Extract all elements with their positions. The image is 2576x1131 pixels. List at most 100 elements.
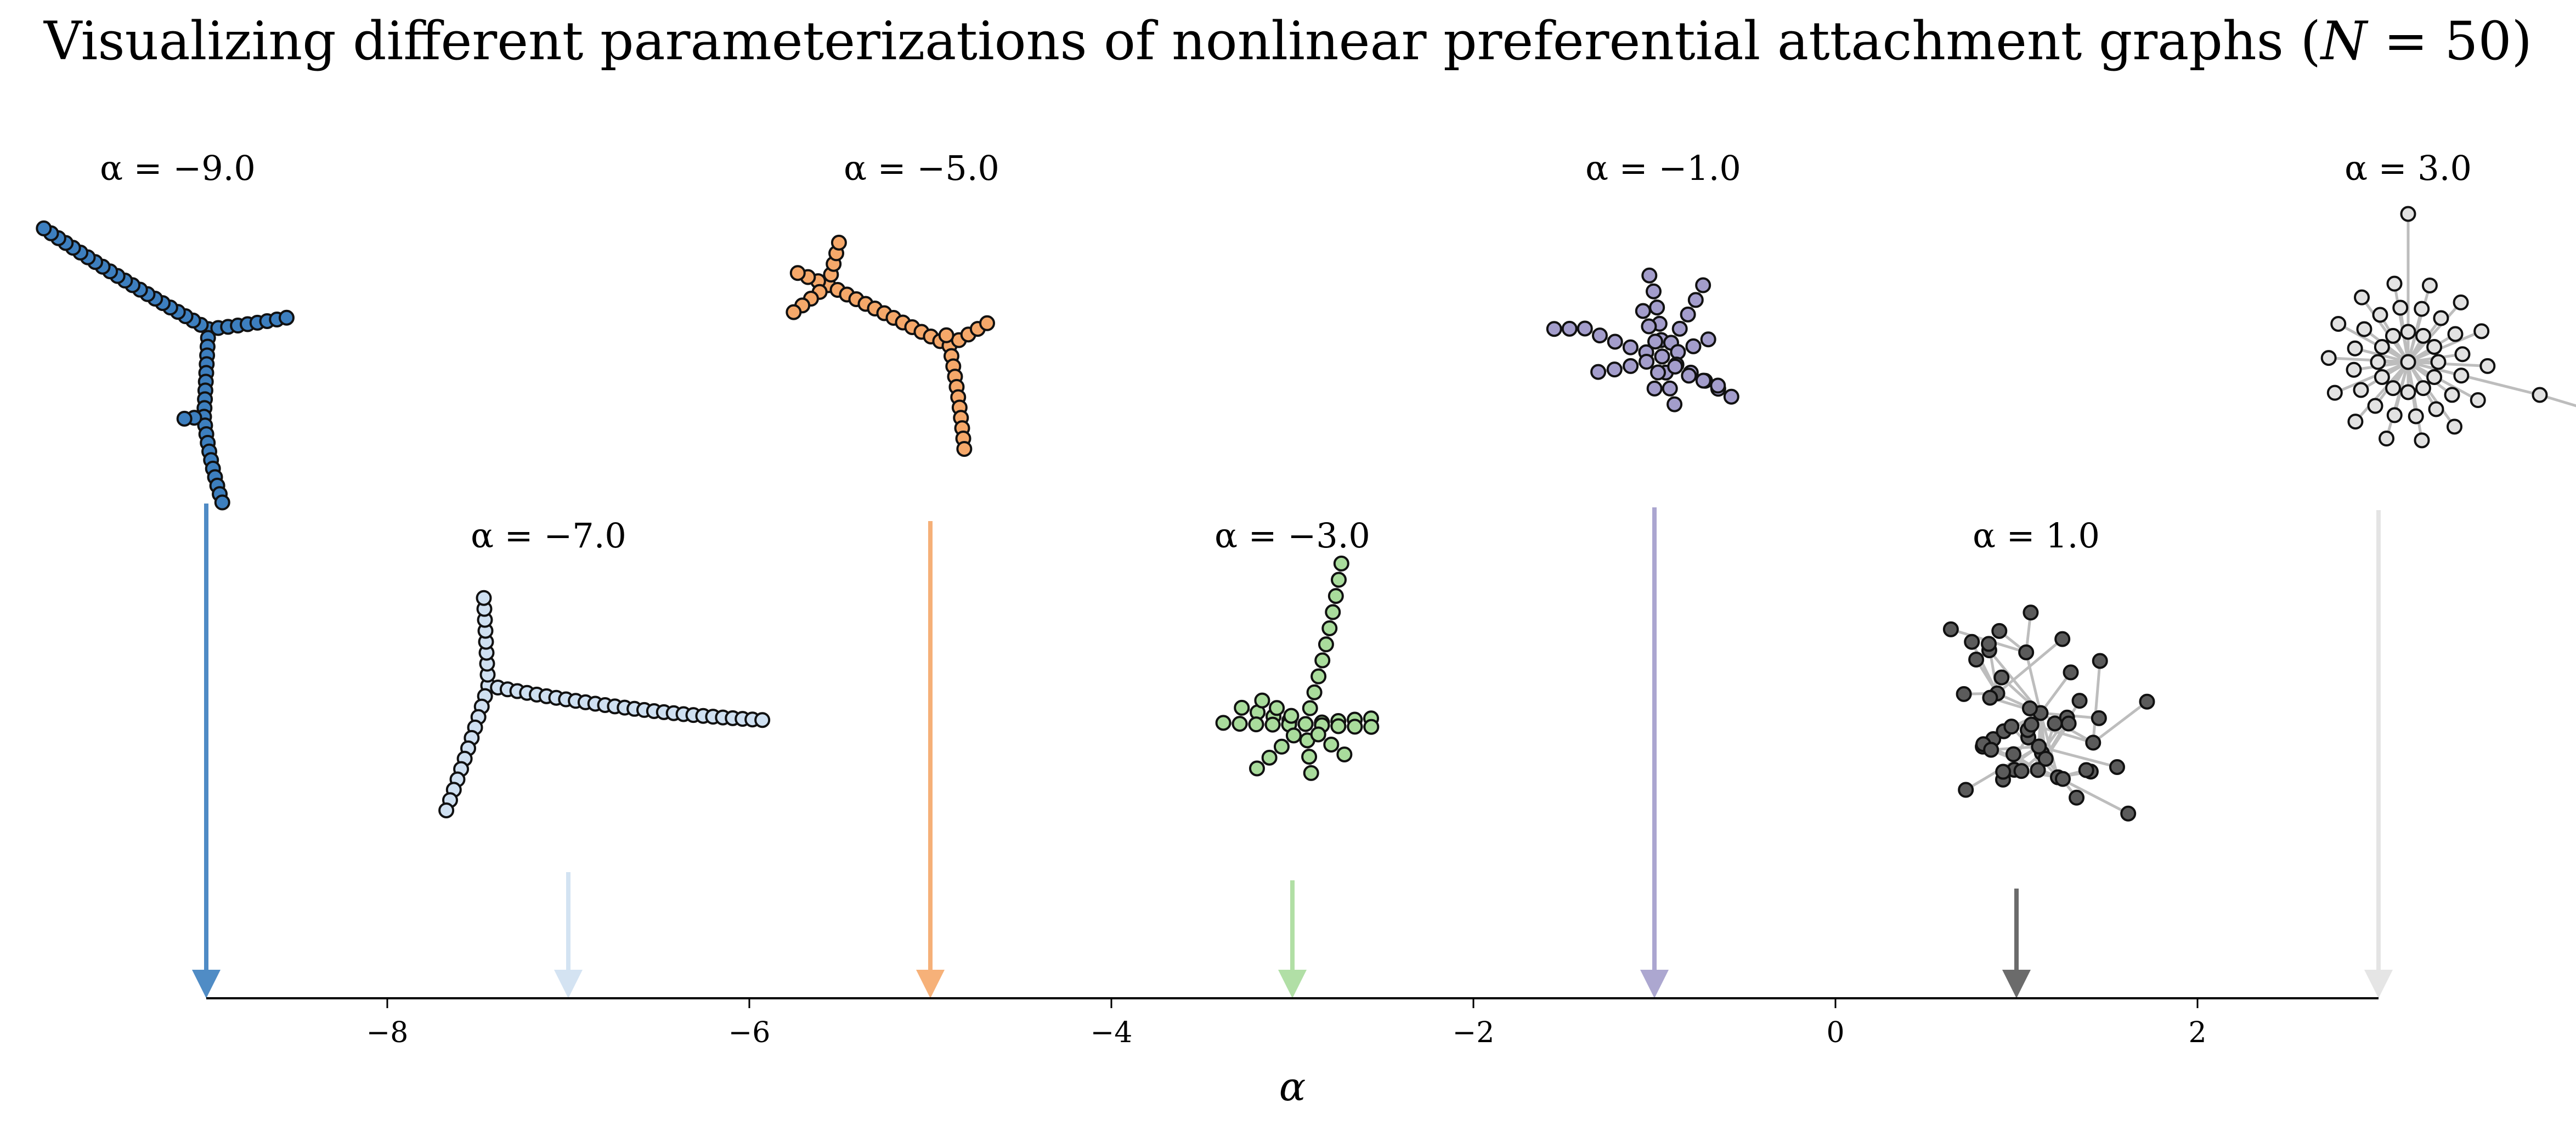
graph-node (1964, 634, 1980, 650)
graph-node (1662, 380, 1678, 397)
graph-edge (2408, 360, 2488, 367)
figure-title: Visualizing different parameterizations … (43, 10, 2532, 72)
arrow-head (554, 970, 583, 998)
tick-label: −6 (728, 1016, 771, 1049)
graph-edge (2539, 393, 2576, 408)
graph-node (2385, 327, 2401, 344)
graph-node (1590, 364, 1607, 380)
graph-node (2386, 407, 2403, 423)
graph-node (1983, 742, 1999, 758)
graph-nodes (1215, 555, 1380, 781)
graph-node (2356, 321, 2372, 337)
graph-node (1249, 760, 1265, 777)
graph-node (979, 315, 996, 331)
graph-node (2120, 805, 2137, 822)
graph-node (1215, 715, 1231, 731)
panel-label: α = −5.0 (844, 148, 999, 188)
graph-node (1546, 321, 1562, 337)
panel-label: α = −9.0 (100, 148, 256, 188)
graph-node (1981, 636, 1997, 652)
panel-alpha-3: α = 3.0 (2320, 148, 2576, 998)
alpha-axis: −8 −6 −4 −2 0 2 α (206, 997, 2379, 1110)
graph-node (2421, 277, 2438, 293)
graph-node (938, 327, 954, 343)
graph-node (1310, 668, 1327, 685)
panel-label: α = 1.0 (1973, 516, 2100, 556)
graph-node (1323, 736, 1340, 753)
graph-edge (2407, 360, 2479, 401)
graph-node (2400, 206, 2416, 222)
graph-node (1681, 367, 1697, 384)
graph-node (2392, 299, 2409, 316)
graph-node (2447, 326, 2464, 342)
graph-node (2453, 294, 2469, 310)
graph-node (214, 494, 230, 511)
panel-label: α = −1.0 (1585, 148, 1741, 188)
graph-node (1347, 719, 1363, 735)
graph-edges (1950, 612, 2148, 815)
graph-node (1680, 306, 1696, 323)
graph-node (2330, 315, 2347, 332)
panel-alpha-neg3: α = −3.0 (1214, 516, 1380, 998)
graph-node (2374, 369, 2390, 385)
graph-node (2414, 301, 2430, 317)
graph-node (1606, 361, 1623, 378)
graph-edge (2039, 671, 2072, 714)
tick-label: −4 (1091, 1016, 1133, 1049)
graph-nodes (2320, 206, 2548, 449)
graph-node (2021, 700, 2038, 716)
graph-node (1318, 636, 1334, 653)
graph-node (1231, 716, 1248, 732)
graph-nodes (438, 590, 771, 818)
graph-edge (2393, 283, 2410, 363)
graph-node (2415, 327, 2431, 344)
graph-node (1325, 604, 1341, 620)
graph-node (2347, 414, 2364, 430)
graph-node (2326, 384, 2343, 401)
graph-edge (2406, 285, 2431, 363)
graph-node (2069, 789, 2085, 806)
graph-node (1700, 331, 1716, 348)
graph-node (1623, 358, 1639, 374)
graph-node (1269, 700, 1285, 716)
graph-node (1687, 292, 1704, 308)
graph-node (438, 802, 455, 818)
graph-node (1667, 396, 1683, 412)
graph-node (476, 590, 492, 606)
panel-label: α = 3.0 (2345, 148, 2472, 188)
panel-alpha-neg5: α = −5.0 (786, 148, 999, 998)
graph-node (1302, 700, 1318, 716)
graph-edge (2360, 296, 2410, 363)
graph-node (1635, 303, 1651, 319)
graph-node (2091, 710, 2107, 726)
graph-node (1254, 692, 1270, 709)
graph-edge (2329, 357, 2409, 364)
graph-node (1591, 327, 1608, 344)
graph-node (2030, 762, 2046, 778)
panel-label: α = −3.0 (1214, 516, 1370, 556)
graph-node (2426, 339, 2443, 355)
x-axis-label: α (1279, 1064, 1306, 1110)
graph-node (2354, 289, 2370, 306)
graph-node (1283, 708, 1300, 724)
graph-node (1303, 765, 1319, 781)
graph-node (1667, 358, 1684, 375)
graph-edge (2039, 712, 2059, 778)
graph-node (1695, 277, 1711, 293)
arrow-head (1640, 970, 1669, 998)
graph-node (2379, 431, 2395, 447)
graph-node (831, 234, 847, 251)
graph-panels: α = −9.0 α = −7.0 α = −5.0 α = −3.0 α = −1.0… (36, 148, 2576, 998)
graph-node (1336, 746, 1353, 762)
graph-edge (2057, 776, 2129, 815)
graph-nodes (786, 234, 996, 457)
arrow-head (2002, 970, 2031, 998)
graph-edge (2031, 723, 2094, 744)
graph-node (2018, 644, 2035, 660)
panel-alpha-neg1: α = −1.0 (1546, 148, 1741, 998)
graph-node (1654, 348, 1670, 365)
graph-node (1327, 588, 1344, 604)
graph-node (2372, 307, 2388, 323)
graph-node (1264, 716, 1281, 733)
